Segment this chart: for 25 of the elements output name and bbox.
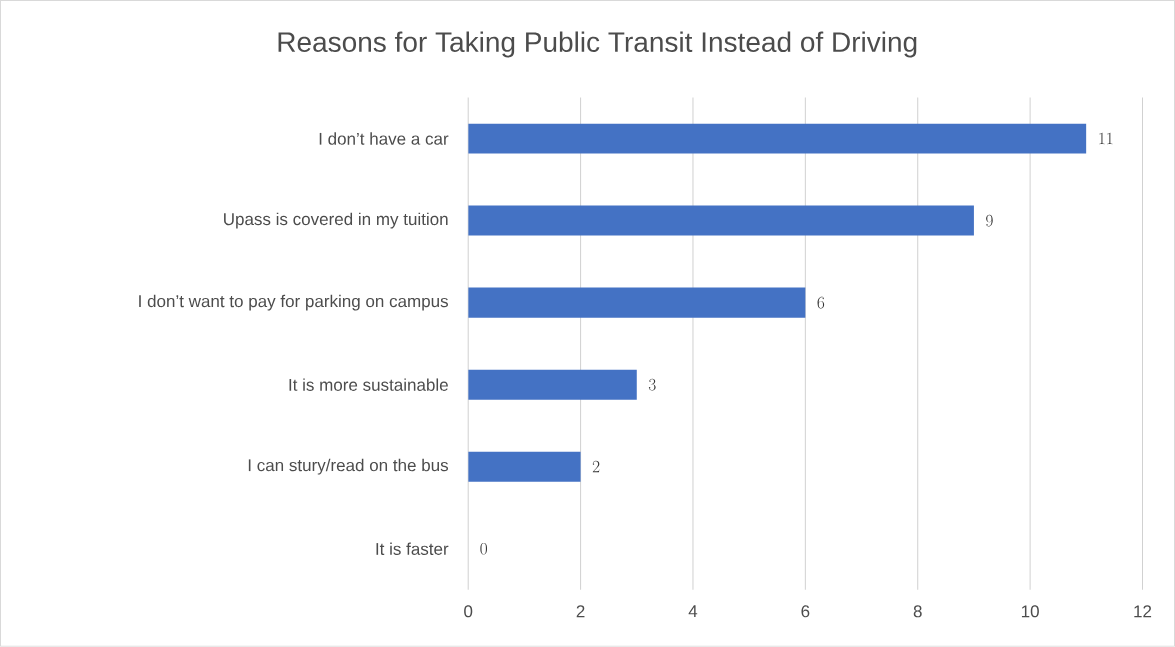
y-tick-label: It is faster (376, 542, 449, 556)
data-label: 0 (480, 542, 488, 555)
x-tick-label: 6 (801, 605, 810, 618)
data-label: 9 (986, 214, 993, 227)
data-label: 3 (648, 378, 656, 391)
y-tick-label: Upass is covered in my tuition (224, 212, 448, 229)
bar (468, 369, 637, 400)
y-tick-label: It is more sustainable (289, 378, 448, 392)
y-tick-label: I can stury/read on the bus (248, 458, 449, 475)
data-label: 2 (592, 460, 600, 473)
bar (468, 287, 806, 318)
chart-title: Reasons for Taking Public Transit Instead of Driving (278, 31, 917, 58)
bar (468, 123, 1087, 154)
x-tick-label: 12 (1134, 605, 1152, 618)
x-tick-label: 4 (688, 605, 698, 618)
y-tick-label: I don’t want to pay for parking on campus (139, 294, 448, 311)
x-tick-label: 8 (913, 605, 922, 618)
data-label: 11 (1099, 132, 1113, 145)
x-tick-label: 2 (576, 605, 585, 618)
bar (468, 451, 581, 482)
data-label: 6 (817, 296, 825, 309)
y-tick-label: I don’t have a car (319, 132, 449, 145)
bar (468, 205, 974, 236)
x-tick-label: 10 (1021, 605, 1039, 618)
x-tick-label: 0 (464, 605, 473, 618)
